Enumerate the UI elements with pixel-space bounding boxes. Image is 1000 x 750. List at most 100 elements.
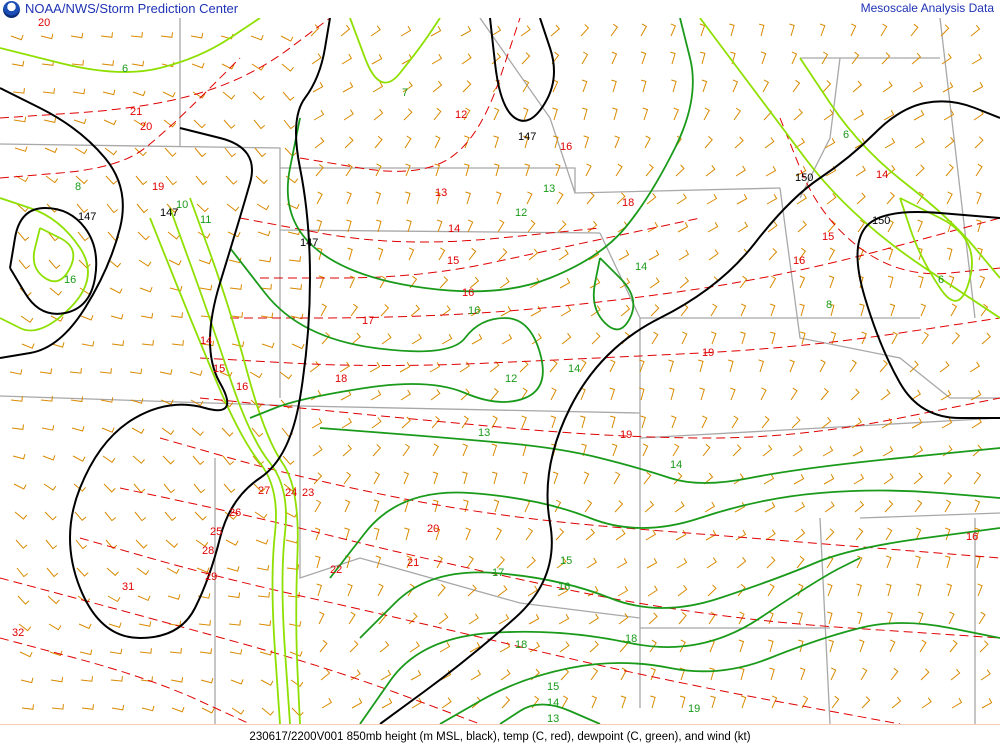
wind-barb xyxy=(856,192,866,205)
wind-barb xyxy=(377,583,384,597)
wind-barb xyxy=(887,247,894,261)
height-contour xyxy=(69,18,331,640)
wind-barb xyxy=(223,119,236,129)
wind-barb xyxy=(828,275,835,289)
wind-barb xyxy=(738,639,745,653)
wind-barb xyxy=(250,35,264,41)
wind-barb xyxy=(828,639,834,653)
wind-barb xyxy=(710,695,716,709)
wind-barb xyxy=(371,417,382,429)
temp-label: 15 xyxy=(822,231,834,243)
wind-barb xyxy=(554,499,562,513)
wind-barb xyxy=(854,500,865,513)
temp-label: 15 xyxy=(213,363,225,375)
wind-barb xyxy=(761,415,770,429)
wind-barb xyxy=(316,583,323,597)
wind-barb xyxy=(890,667,899,681)
wind-barb xyxy=(77,231,90,242)
wind-barb xyxy=(139,648,152,654)
wind-barb xyxy=(580,415,586,429)
wind-barb xyxy=(620,304,631,317)
wind-barb xyxy=(579,359,587,373)
wind-barb xyxy=(981,332,991,345)
wind-barb xyxy=(849,359,857,373)
wind-barb xyxy=(251,63,265,71)
wind-barb xyxy=(676,557,688,569)
wind-barb xyxy=(674,501,685,513)
wind-barb xyxy=(463,107,471,121)
wind-barb xyxy=(373,108,384,121)
wind-barb xyxy=(193,483,206,494)
wind-barb xyxy=(550,415,557,429)
wind-barb xyxy=(253,119,266,130)
wind-barb xyxy=(316,191,323,205)
wind-barb xyxy=(189,370,203,376)
wind-barb xyxy=(639,387,645,401)
wind-barb xyxy=(799,303,805,317)
temp-label: 13 xyxy=(435,187,447,199)
wind-barb xyxy=(615,163,623,177)
wind-barb xyxy=(501,696,511,709)
wind-barb xyxy=(462,471,468,485)
wind-barb xyxy=(163,483,176,494)
wind-barb xyxy=(280,399,293,409)
wind-barb xyxy=(851,51,860,65)
wind-barb xyxy=(679,276,690,289)
wind-barb xyxy=(16,203,29,213)
wind-barb xyxy=(951,332,961,345)
wind-barb xyxy=(190,32,204,39)
wind-barb xyxy=(342,444,353,457)
wind-barb xyxy=(970,24,981,37)
wind-barb xyxy=(101,60,114,66)
organization-title: NOAA/NWS/Storm Prediction Center xyxy=(25,1,239,16)
wind-barb xyxy=(132,455,145,464)
temperature-contour xyxy=(260,217,701,279)
wind-barb xyxy=(975,163,983,177)
map-caption: 230617/2200V001 850mb height (m MSL, bla… xyxy=(0,724,1000,750)
wind-barb xyxy=(48,623,62,631)
wind-barb xyxy=(20,677,34,684)
wind-barb xyxy=(801,695,809,709)
wind-barb xyxy=(468,613,479,625)
height-label: 150 xyxy=(872,215,890,227)
dewpoint-contour-moist xyxy=(439,622,1000,724)
wind-barb xyxy=(410,304,421,317)
wind-barb xyxy=(762,444,773,457)
wind-barb xyxy=(141,705,155,712)
wind-barb xyxy=(765,166,777,177)
wind-barb xyxy=(168,620,182,627)
wind-barb xyxy=(103,119,117,126)
wind-barb xyxy=(552,107,558,121)
wind-barb xyxy=(171,340,184,346)
wind-barb xyxy=(501,333,513,345)
dewpoint-label: 7 xyxy=(402,87,408,99)
wind-barb xyxy=(497,219,505,233)
wind-barb xyxy=(249,371,263,379)
dewpoint-contour-dry xyxy=(0,18,261,73)
wind-barb xyxy=(321,332,331,345)
wind-barb xyxy=(408,612,418,625)
dewpoint-label: 14 xyxy=(670,459,682,471)
dewpoint-label: 15 xyxy=(547,681,559,693)
wind-barb xyxy=(881,52,891,65)
dewpoint-label: 10 xyxy=(176,199,188,211)
wind-barb xyxy=(671,79,677,93)
wind-barb xyxy=(916,191,924,205)
dewpoint-label: 13 xyxy=(547,713,559,724)
wind-barb xyxy=(640,415,646,429)
wind-barb xyxy=(734,136,744,149)
dewpoint-label: 12 xyxy=(515,207,527,219)
wind-barb xyxy=(134,147,147,157)
wind-barb xyxy=(380,669,392,681)
wind-barb xyxy=(49,287,62,296)
wind-barb xyxy=(11,424,24,430)
wind-barb xyxy=(975,555,981,569)
wind-barb xyxy=(257,230,271,237)
wind-barb xyxy=(78,259,91,269)
wind-barb xyxy=(767,221,778,233)
wind-barb xyxy=(800,331,806,345)
wind-barb xyxy=(405,163,411,177)
wind-barb xyxy=(582,107,588,121)
wind-barb xyxy=(260,312,274,319)
wind-barb xyxy=(200,677,214,684)
